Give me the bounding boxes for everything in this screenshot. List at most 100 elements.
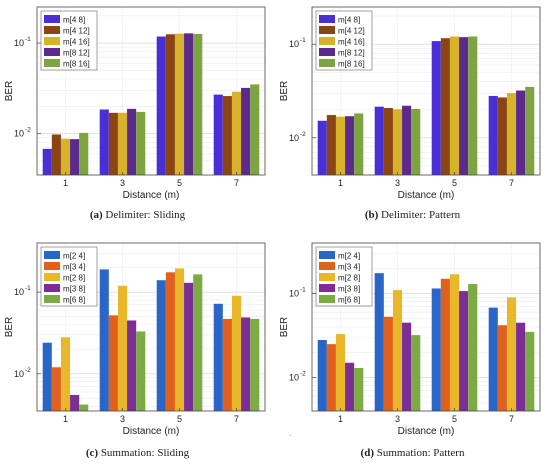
legend-swatch [44, 37, 60, 45]
y-tick-label: 10 [14, 129, 24, 139]
x-tick-label: 5 [177, 178, 182, 188]
bar-d-s2-3 [383, 316, 393, 411]
x-tick-label: 7 [234, 178, 239, 188]
legend-label: m[2 4] [338, 252, 360, 261]
bar-a-s1-3 [99, 109, 109, 175]
bar-b-s4-3 [402, 105, 412, 175]
axes-frame-a [36, 6, 266, 176]
bar-d-s5-3 [411, 335, 421, 411]
legend-swatch [44, 284, 60, 292]
legend-swatch [44, 15, 60, 23]
x-tick-label: 3 [120, 414, 125, 424]
legend-label: m[6 8] [63, 296, 85, 305]
legend-c: m[2 4] m[3 4] m[2 8] m[3 8] m[6 8] [40, 246, 98, 307]
bar-b-s5-1 [354, 113, 364, 175]
bar-c-s4-1 [70, 394, 80, 411]
legend-label: m[3 8] [338, 285, 360, 294]
bar-a-s1-1 [42, 148, 52, 175]
bar-d-s2-1 [326, 344, 336, 411]
y-axis-label-a: BER [4, 81, 15, 102]
y-tick-exponent: -1 [25, 285, 31, 292]
x-axis-label-d: Distance (m) [398, 426, 455, 437]
y-tick-exponent: -2 [300, 131, 306, 138]
bar-b-s2-3 [383, 108, 393, 175]
legend-label: m[6 8] [338, 296, 360, 305]
bar-d-s5-1 [354, 368, 364, 411]
legend-swatch [44, 26, 60, 34]
bar-d-s2-5 [440, 278, 450, 411]
bar-b-s3-3 [392, 109, 403, 175]
legend-d: m[2 4] m[3 4] m[2 8] m[3 8] m[6 8] [315, 246, 373, 307]
bar-b-s3-7 [506, 93, 517, 175]
legend-swatch [44, 59, 60, 67]
bar-d-s4-3 [402, 322, 412, 411]
bars-b [317, 36, 535, 176]
bar-a-s5-7 [250, 84, 260, 175]
y-tick-label: 10 [14, 287, 24, 297]
legend-swatch [319, 295, 335, 303]
caption-c-tag: (c) [85, 447, 99, 459]
legend-label: m[3 8] [63, 285, 85, 294]
bar-c-s4-3 [127, 320, 137, 411]
bar-a-s5-5 [193, 33, 203, 176]
x-tick-label: 3 [395, 178, 400, 188]
bar-b-s2-7 [497, 97, 507, 175]
bar-c-s1-3 [99, 269, 109, 411]
bars-a [42, 33, 260, 176]
x-tick-label: 7 [234, 414, 239, 424]
legend-label: m[4 12] [63, 27, 90, 36]
bar-d-s1-3 [374, 273, 384, 411]
bar-c-s1-5 [156, 280, 166, 411]
caption-d-tag: (d) [360, 447, 374, 459]
bar-a-s2-1 [51, 134, 61, 175]
x-tick-label: 5 [177, 414, 182, 424]
caption-a: (a) Delimiter: Sliding [0, 209, 275, 221]
y-axis-label-d: BER [279, 317, 290, 338]
y-tick-label: 10 [289, 373, 299, 383]
bar-b-s3-1 [335, 116, 346, 175]
bar-d-s4-5 [459, 291, 469, 411]
bar-b-s5-7 [525, 86, 535, 175]
bar-c-s1-1 [42, 342, 52, 411]
legend-swatch [319, 48, 335, 56]
bar-a-s2-3 [108, 112, 118, 175]
bar-d-s4-1 [345, 362, 355, 411]
bar-b-s5-5 [468, 36, 478, 175]
bar-c-s5-1 [79, 404, 89, 411]
bars-c [42, 268, 260, 411]
bar-b-s4-1 [345, 116, 355, 175]
legend-label: m[3 4] [63, 263, 85, 272]
bar-a-s1-5 [156, 36, 166, 176]
bar-c-s3-5 [174, 268, 185, 411]
legend-label: m[8 12] [338, 49, 365, 58]
caption-a-text: Delimiter: Sliding [105, 209, 186, 221]
bar-d-s5-5 [468, 284, 478, 411]
bar-b-s1-1 [317, 120, 327, 175]
bars-d [317, 273, 535, 411]
x-tick-label: 3 [395, 414, 400, 424]
legend-label: m[8 16] [63, 60, 90, 69]
bar-c-s2-3 [108, 315, 118, 411]
y-tick-label: 10 [289, 289, 299, 299]
stray-mark: . [289, 428, 292, 438]
x-axis-label-c: Distance (m) [123, 426, 180, 437]
bar-a-s3-1 [60, 138, 71, 175]
y-tick-label: 10 [14, 369, 24, 379]
bar-a-s2-7 [222, 96, 232, 175]
legend-label: m[4 12] [338, 27, 365, 36]
bar-a-s3-3 [117, 112, 128, 175]
bar-b-s1-3 [374, 106, 384, 175]
bar-b-s1-7 [488, 95, 498, 175]
x-tick-label: 1 [63, 414, 68, 424]
legend-a: m[4 8] m[4 12] m[4 16] m[8 12] m[8 16] [40, 10, 98, 71]
bar-c-s2-7 [222, 318, 232, 411]
legend-label: m[2 8] [338, 274, 360, 283]
bar-d-s4-7 [516, 322, 526, 411]
bar-d-s3-3 [392, 290, 403, 411]
legend-label: m[8 12] [63, 49, 90, 58]
